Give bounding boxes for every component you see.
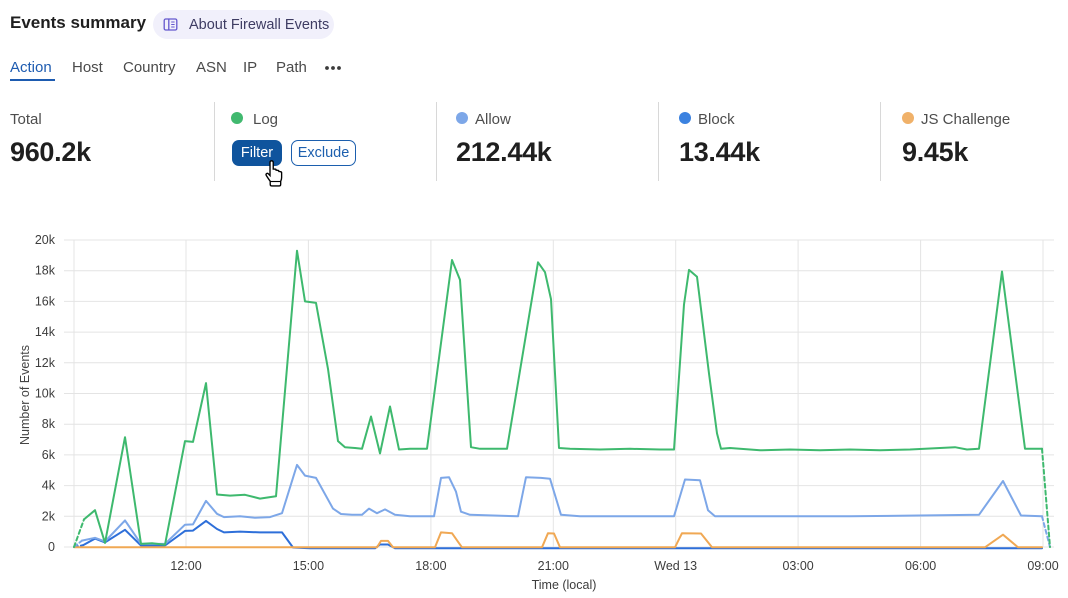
svg-text:06:00: 06:00: [905, 559, 936, 573]
svg-text:09:00: 09:00: [1027, 559, 1058, 573]
svg-text:15:00: 15:00: [293, 559, 324, 573]
svg-text:4k: 4k: [42, 479, 56, 493]
svg-text:Wed 13: Wed 13: [654, 559, 697, 573]
svg-text:16k: 16k: [35, 294, 56, 308]
svg-text:10k: 10k: [35, 387, 56, 401]
svg-text:Number of Events: Number of Events: [18, 345, 32, 445]
svg-text:12k: 12k: [35, 356, 56, 370]
svg-text:12:00: 12:00: [170, 559, 201, 573]
svg-text:6k: 6k: [42, 448, 56, 462]
svg-text:03:00: 03:00: [782, 559, 813, 573]
svg-text:14k: 14k: [35, 325, 56, 339]
svg-text:2k: 2k: [42, 509, 56, 523]
svg-text:0: 0: [48, 540, 55, 554]
svg-text:18:00: 18:00: [415, 559, 446, 573]
svg-text:18k: 18k: [35, 264, 56, 278]
svg-text:8k: 8k: [42, 417, 56, 431]
svg-text:20k: 20k: [35, 233, 56, 247]
svg-text:Time (local): Time (local): [532, 578, 597, 592]
svg-text:21:00: 21:00: [538, 559, 569, 573]
